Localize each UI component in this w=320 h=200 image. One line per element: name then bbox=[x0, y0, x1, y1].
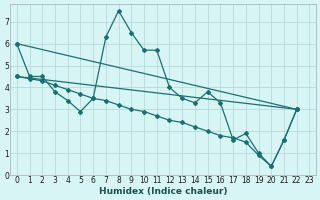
X-axis label: Humidex (Indice chaleur): Humidex (Indice chaleur) bbox=[99, 187, 228, 196]
